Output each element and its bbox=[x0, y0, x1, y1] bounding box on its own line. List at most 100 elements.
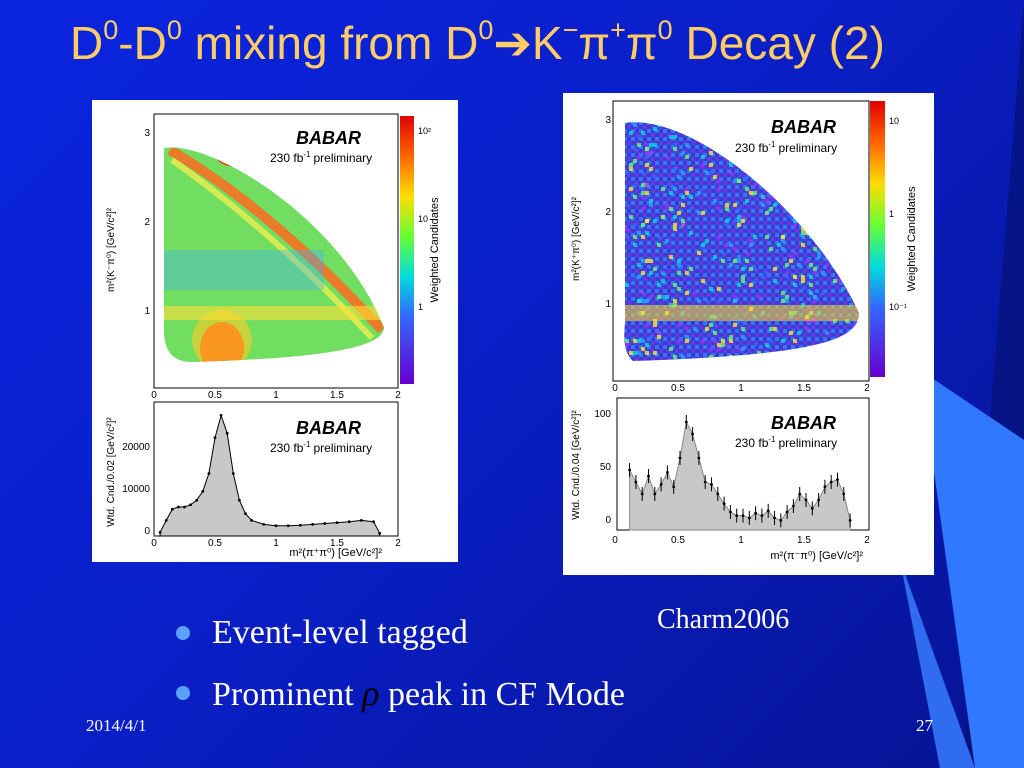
dalitz-bin bbox=[673, 115, 677, 119]
bullet-text: Event-level tagged bbox=[212, 614, 468, 651]
dalitz-bin bbox=[781, 179, 785, 183]
figure-source-caption: Charm2006 bbox=[657, 604, 790, 635]
dalitz-bin bbox=[729, 143, 733, 147]
left-y-label-top: m²(K⁻π⁰) [GeV/c²]² bbox=[106, 207, 117, 292]
histogram-point bbox=[238, 498, 241, 502]
histogram-point bbox=[158, 531, 162, 534]
dalitz-bin bbox=[641, 183, 645, 187]
colorbar-tick-label: 10 bbox=[418, 214, 428, 224]
dalitz-bin bbox=[629, 163, 633, 167]
top-x-tick-label: 0 bbox=[612, 383, 618, 394]
dalitz-bin bbox=[741, 219, 745, 223]
dalitz-bin bbox=[649, 167, 653, 171]
dalitz-bin bbox=[629, 167, 633, 171]
dalitz-bin bbox=[733, 299, 737, 303]
dalitz-bin bbox=[745, 355, 749, 359]
dalitz-bin bbox=[669, 255, 673, 259]
dalitz-bin bbox=[733, 247, 737, 251]
left-bottom-logo: BABAR bbox=[296, 418, 361, 438]
dalitz-bin bbox=[709, 163, 713, 167]
dalitz-bin bbox=[641, 347, 645, 351]
dalitz-bin bbox=[785, 199, 789, 203]
right-x-label: m²(π⁻π⁰) [GeV/c²]² bbox=[770, 550, 863, 562]
dalitz-bin bbox=[861, 151, 865, 155]
dalitz-bin bbox=[765, 211, 769, 215]
dalitz-bin bbox=[625, 355, 629, 359]
dalitz-bin bbox=[617, 319, 621, 323]
bullet-item: Event-level tagged bbox=[176, 614, 468, 652]
dalitz-bin bbox=[845, 147, 849, 151]
dalitz-bin bbox=[681, 103, 685, 107]
dalitz-bin bbox=[624, 191, 625, 195]
dalitz-bin bbox=[737, 259, 741, 263]
dalitz-bin bbox=[649, 335, 653, 339]
dalitz-bin bbox=[725, 127, 729, 131]
dalitz-bin bbox=[741, 123, 745, 127]
right-dalitz-figure: BABAR 230 fb-1 preliminary BABAR 230 fb-1… bbox=[563, 93, 934, 575]
dalitz-bin bbox=[781, 235, 785, 239]
dalitz-bin bbox=[729, 143, 733, 147]
dalitz-bin bbox=[789, 107, 793, 111]
dalitz-bin bbox=[649, 295, 653, 299]
dalitz-bin bbox=[625, 235, 629, 239]
dalitz-bin bbox=[821, 371, 825, 375]
colorbar-tick-label: 10² bbox=[418, 126, 431, 136]
dalitz-bin bbox=[757, 295, 761, 299]
dalitz-bin bbox=[841, 287, 845, 291]
dalitz-bin bbox=[733, 179, 737, 183]
dalitz-bin bbox=[789, 107, 793, 111]
dalitz-bin bbox=[617, 363, 621, 367]
dalitz-bin bbox=[801, 243, 805, 247]
dalitz-bin bbox=[685, 335, 689, 339]
dalitz-bin bbox=[705, 123, 709, 127]
histogram-point bbox=[286, 524, 290, 528]
dalitz-bin bbox=[625, 171, 629, 175]
dalitz-bin bbox=[849, 247, 853, 251]
dalitz-bin bbox=[624, 122, 625, 123]
dalitz-bin bbox=[797, 331, 801, 335]
dalitz-bin bbox=[741, 267, 745, 271]
dalitz-bin bbox=[725, 127, 729, 131]
dalitz-bin bbox=[805, 231, 809, 235]
dalitz-bin bbox=[617, 195, 621, 199]
dalitz-bin bbox=[737, 215, 741, 219]
dalitz-bin bbox=[645, 103, 649, 107]
histogram-point bbox=[177, 505, 180, 509]
dalitz-bin bbox=[833, 279, 837, 283]
dalitz-bin bbox=[641, 271, 645, 275]
dalitz-bin bbox=[613, 367, 617, 371]
dalitz-bin bbox=[821, 155, 825, 159]
histogram-point bbox=[183, 505, 186, 509]
dalitz-bin bbox=[653, 127, 657, 131]
dalitz-bin bbox=[681, 355, 685, 359]
dalitz-bin bbox=[661, 279, 665, 283]
dalitz-bin bbox=[701, 367, 705, 371]
arrow-icon: ➔ bbox=[493, 17, 532, 69]
dalitz-bin bbox=[789, 331, 793, 335]
dalitz-bin bbox=[781, 363, 785, 367]
dalitz-bin bbox=[701, 359, 705, 362]
dalitz-bin bbox=[649, 271, 653, 275]
histogram-point bbox=[231, 472, 235, 475]
left-figure-svg: BABAR 230 fb-1 preliminary BABAR 230 fb-1… bbox=[106, 113, 441, 559]
dalitz-bin bbox=[645, 343, 649, 347]
dalitz-bin bbox=[769, 327, 773, 331]
dalitz-bin bbox=[865, 331, 869, 335]
dalitz-bin bbox=[721, 251, 725, 255]
dalitz-bin bbox=[665, 155, 669, 159]
dalitz-bin bbox=[617, 219, 621, 223]
dalitz-bin bbox=[773, 167, 777, 171]
dalitz-bin bbox=[785, 355, 789, 359]
dalitz-bin bbox=[853, 163, 857, 167]
dalitz-bin bbox=[713, 199, 717, 203]
dalitz-bin bbox=[624, 295, 625, 299]
dalitz-bin bbox=[789, 215, 793, 219]
dalitz-bin bbox=[645, 191, 649, 195]
dalitz-bin bbox=[717, 179, 721, 183]
dalitz-bin bbox=[685, 271, 689, 275]
dalitz-bin bbox=[857, 143, 859, 147]
dalitz-bin bbox=[701, 211, 705, 215]
dalitz-bin bbox=[629, 351, 633, 355]
dalitz-bin bbox=[685, 327, 689, 331]
